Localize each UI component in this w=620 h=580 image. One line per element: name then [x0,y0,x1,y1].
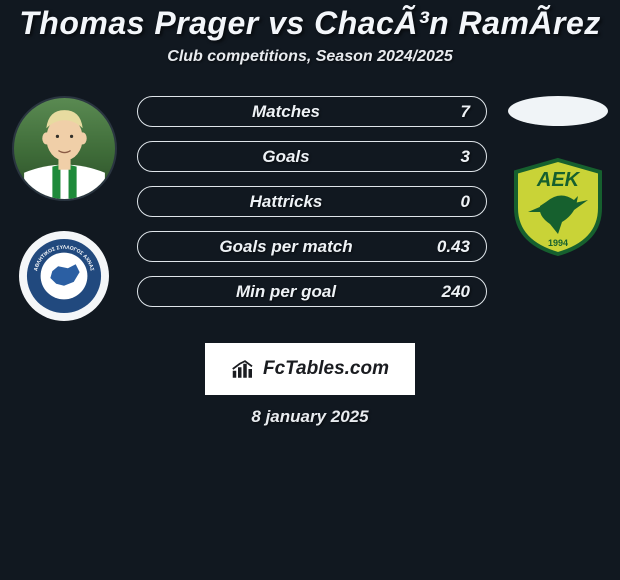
stats-column: Matches 7 Goals 3 Hattricks 0 Goals per … [137,96,487,307]
stat-value: 0 [418,192,470,212]
club-left-badge-svg: ΑΘΛΗΤΙΚΟΣ ΣΥΛΛΟΓΟΣ ΑΧΝΑΣ ΕΘΝΙΚΟΣ [25,237,103,315]
stat-value: 7 [418,102,470,122]
stat-label: Matches [154,102,418,122]
page-title: Thomas Prager vs ChacÃ³n RamÃ­rez [0,0,620,48]
brand-box: FcTables.com [205,343,415,395]
player-left-avatar-svg [14,98,115,199]
stat-row: Min per goal 240 [137,276,487,307]
club-right-year: 1994 [548,238,568,248]
subtitle: Club competitions, Season 2024/2025 [0,48,620,66]
stat-label: Min per goal [154,282,418,302]
infographic-date: 8 january 2025 [0,407,620,427]
club-left-badge: ΑΘΛΗΤΙΚΟΣ ΣΥΛΛΟΓΟΣ ΑΧΝΑΣ ΕΘΝΙΚΟΣ [19,231,109,321]
player-left-avatar [12,96,117,201]
club-right-badge: AEK 1994 [508,156,608,256]
right-column: AEK 1994 [505,96,611,256]
stat-label: Goals per match [154,237,418,257]
stat-label: Hattricks [154,192,418,212]
content-row: ΑΘΛΗΤΙΚΟΣ ΣΥΛΛΟΓΟΣ ΑΧΝΑΣ ΕΘΝΙΚΟΣ Matches… [0,96,620,321]
stat-row: Goals 3 [137,141,487,172]
stat-value: 3 [418,147,470,167]
club-right-badge-svg: AEK 1994 [508,156,608,256]
stat-label: Goals [154,147,418,167]
stat-row: Matches 7 [137,96,487,127]
brand-text: FcTables.com [263,358,389,380]
brand-bars-icon [231,358,259,380]
club-right-text: AEK [536,169,581,191]
left-column: ΑΘΛΗΤΙΚΟΣ ΣΥΛΛΟΓΟΣ ΑΧΝΑΣ ΕΘΝΙΚΟΣ [9,96,119,321]
stat-row: Hattricks 0 [137,186,487,217]
stat-value: 0.43 [418,237,470,257]
player-right-placeholder [508,96,608,126]
infographic-root: Thomas Prager vs ChacÃ³n RamÃ­rez Club c… [0,0,620,427]
stat-value: 240 [418,282,470,302]
stat-row: Goals per match 0.43 [137,231,487,262]
